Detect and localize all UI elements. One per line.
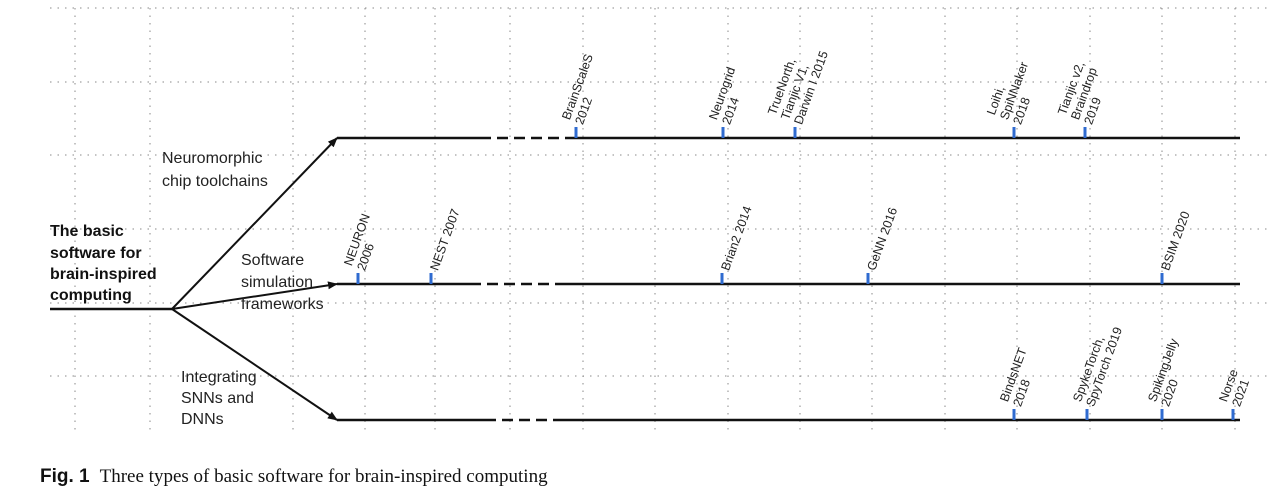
- event-label: Tianjic v2,Braindrop2019: [1055, 60, 1114, 127]
- event-label: NEURON2006: [341, 212, 386, 272]
- event-label: Brian2 2014: [718, 204, 754, 272]
- arrow-software: [171, 281, 338, 310]
- event-label-line: BSIM 2020: [1158, 209, 1192, 272]
- event-label: BSIM 2020: [1158, 209, 1192, 272]
- arrow-integrating: [171, 308, 338, 421]
- background-grid: [50, 7, 1270, 430]
- caption-label: Fig. 1: [40, 466, 90, 487]
- event-label-line: NEST 2007: [427, 207, 462, 272]
- event-label-line: GeNN 2016: [864, 206, 900, 273]
- timeline-diagram: The basic software for brain-inspired co…: [50, 7, 1270, 430]
- event-label: BrainScaleS2012: [559, 52, 609, 126]
- event-label: Norse2021: [1216, 367, 1254, 408]
- branch-label-software: Software simulation frameworks: [241, 252, 324, 313]
- timeline-events: BrainScaleS2012 Neurogrid2014 TrueNorth,Ti…: [341, 40, 1254, 420]
- event-label: SpykeTorch,SpyTorch 2019: [1070, 320, 1125, 408]
- branch-label-neuromorphic: Neuromorphic chip toolchains: [162, 150, 268, 190]
- root-label: The basic software for brain-inspired co…: [50, 223, 161, 304]
- event-label: BindsNET2018: [997, 346, 1043, 409]
- event-label: TrueNorth,Tianjic V1,Darwin I 2015: [765, 40, 831, 127]
- event-label-line: Brian2 2014: [718, 204, 754, 272]
- branch-label-integrating: Integrating SNNs and DNNs: [181, 369, 261, 428]
- event-label: SpikingJelly2020: [1145, 336, 1194, 408]
- figure-caption: Fig. 1 Three types of basic software for …: [40, 466, 548, 488]
- event-label: Neurogrid2014: [706, 65, 751, 126]
- event-label: Loihi,SpiNNaker2018: [984, 55, 1044, 126]
- arrow-neuromorphic: [171, 137, 338, 310]
- event-label: NEST 2007: [427, 207, 462, 272]
- event-label: GeNN 2016: [864, 206, 900, 273]
- caption-text: Three types of basic software for brain-…: [99, 466, 548, 487]
